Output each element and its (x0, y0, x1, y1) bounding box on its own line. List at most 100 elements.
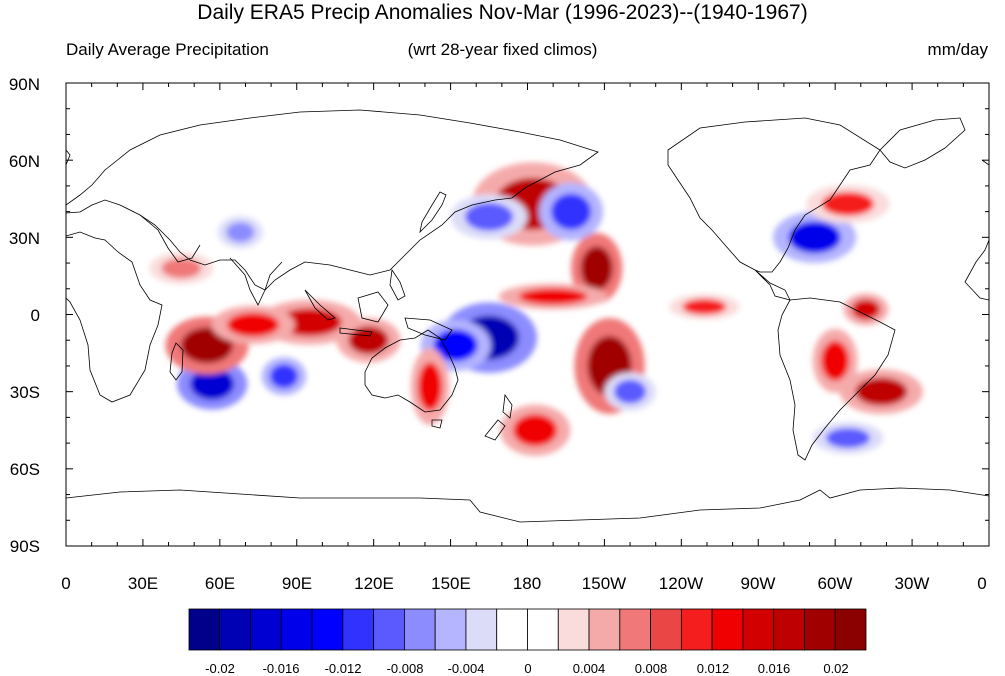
x-tick-label: 150W (581, 574, 627, 593)
colorbar-label: -0.008 (386, 661, 424, 676)
colorbar-swatch (742, 608, 775, 651)
anomaly-blob (161, 258, 202, 279)
coast-uk (66, 149, 989, 166)
coastlines (66, 109, 989, 523)
anomaly-blob (226, 222, 255, 243)
colorbar-label: 0.012 (696, 661, 730, 676)
colorbar-swatch (527, 608, 559, 651)
anomaly-blob (821, 340, 850, 381)
anomaly-blob (269, 364, 298, 389)
coast-arabia (139, 214, 201, 263)
anomaly-blob (855, 377, 908, 406)
coast-eurasia (66, 109, 599, 291)
coast-borneo (357, 291, 389, 323)
colorbar-swatch (557, 608, 590, 651)
colorbar-swatch (804, 608, 836, 651)
x-tick-label: 30E (127, 574, 159, 593)
anomaly-blob (513, 414, 558, 447)
coast-java (339, 327, 373, 337)
coast-tasmania (431, 419, 443, 429)
subtitle-units: mm/day (927, 40, 988, 59)
colorbar-label: -0.012 (324, 661, 362, 676)
map-title: Daily ERA5 Precip Anomalies Nov-Mar (199… (197, 1, 808, 24)
coast-sumatra (304, 289, 336, 321)
x-tick-label: 180 (512, 574, 542, 593)
colorbar-swatch (588, 608, 621, 651)
colorbar-swatch (465, 608, 498, 651)
coast-madagascar (169, 342, 184, 381)
colorbar-swatch (773, 608, 805, 651)
colorbar-swatch (834, 608, 867, 651)
anomaly-blob (551, 193, 592, 230)
colorbar-label: 0 (524, 661, 532, 676)
y-tick-label: 90S (9, 537, 40, 556)
colorbar-label: 0.016 (757, 661, 791, 676)
axis-ticks (65, 82, 990, 547)
colorbar-swatch (280, 608, 313, 651)
coast-india (229, 257, 283, 306)
x-tick-label: 90W (740, 574, 776, 593)
anomaly-blob (821, 191, 874, 216)
x-tick-label: 150E (431, 574, 471, 593)
coast-philippines (389, 268, 406, 301)
y-tick-label: 30N (8, 229, 40, 248)
coast-antarctica (66, 487, 989, 523)
y-tick-label: 60S (9, 460, 40, 479)
colorbar-label: 0.008 (634, 661, 668, 676)
coast-africa (66, 231, 989, 403)
anomaly-blob (851, 299, 880, 320)
colorbar-label: -0.004 (447, 661, 485, 676)
anomaly-blob (580, 246, 613, 291)
colorbar-label: 0.004 (572, 661, 606, 676)
colorbar-swatch (619, 608, 651, 651)
coast-japan (419, 191, 447, 234)
colorbar-swatch (219, 608, 251, 651)
anomaly-blob (788, 221, 841, 254)
colorbar-swatch (342, 608, 375, 651)
x-tick-label: 120W (658, 574, 704, 593)
coast-greenland (879, 117, 966, 169)
x-tick-label: 120E (354, 574, 394, 593)
coast-south-america (777, 297, 896, 461)
colorbar-label: -0.02 (205, 661, 235, 676)
subtitle-reference: (wrt 28-year fixed climos) (407, 40, 598, 59)
coast-new-guinea (404, 317, 453, 341)
colorbar (188, 608, 867, 651)
x-tick-label: 60E (204, 574, 236, 593)
colorbar-label: 0.02 (823, 661, 849, 676)
y-tick-label: 90N (8, 75, 40, 94)
colorbar-swatch (373, 608, 405, 651)
anomaly-blob (190, 367, 235, 400)
colorbar-swatch (250, 608, 282, 651)
colorbar-swatch (711, 608, 744, 651)
x-tick-label: 60W (817, 574, 853, 593)
colorbar-swatch (311, 608, 344, 651)
colorbar-swatch (434, 608, 467, 651)
colorbar-swatch (404, 608, 436, 651)
y-tick-label: 60N (8, 152, 40, 171)
anomaly-blob (682, 298, 727, 315)
colorbar-label: -0.016 (262, 661, 300, 676)
y-tick-label: 30S (9, 383, 40, 402)
anomaly-blob (227, 312, 280, 337)
colorbar-swatch (680, 608, 713, 651)
anomaly-blob (465, 202, 514, 231)
x-tick-label: 0 (977, 574, 987, 593)
subtitle-variable: Daily Average Precipitation (66, 40, 269, 59)
anomaly-blob (433, 329, 478, 362)
anomaly-blob (418, 362, 443, 411)
anomaly-blob (614, 379, 647, 404)
anomaly-blob (519, 288, 588, 305)
colorbar-swatch (650, 608, 682, 651)
anomaly-blob (825, 427, 870, 448)
x-tick-label: 0 (61, 574, 71, 593)
x-tick-label: 90E (281, 574, 313, 593)
coast-australia (364, 329, 459, 413)
coast-new-zealand (484, 393, 513, 441)
y-tick-label: 0 (30, 306, 40, 325)
anomaly-blob (348, 326, 389, 355)
colorbar-swatch (496, 608, 528, 651)
colorbar-swatch (188, 608, 221, 651)
x-tick-label: 30W (894, 574, 930, 593)
